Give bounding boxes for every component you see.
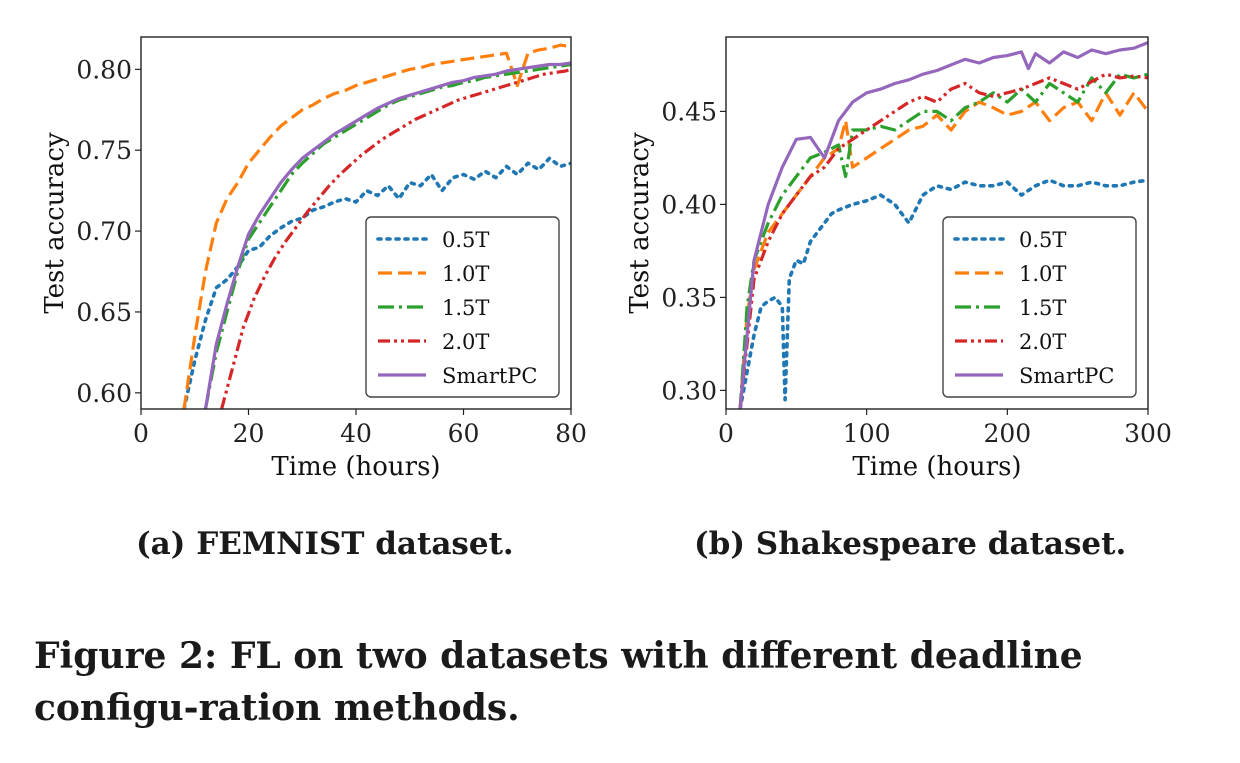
x-axis-label: Time (hours)	[271, 452, 440, 482]
y-axis-label: Test accuracy	[625, 132, 655, 314]
series-line-1-0t	[738, 91, 1148, 409]
legend: 0.5T 1.0T 1.5T 2.0T SmartPC	[942, 216, 1137, 398]
legend-label: SmartPC	[442, 364, 538, 388]
series-line-0-5t	[182, 156, 571, 409]
y-tick-label: 0.65	[76, 298, 132, 327]
y-tick-label: 0.30	[661, 376, 717, 405]
series-line-smartpc	[738, 41, 1148, 409]
shakespeare-subcaption: (b) Shakespeare dataset.	[694, 526, 1127, 562]
legend-label: 0.5T	[442, 228, 489, 252]
legend-label: SmartPC	[1019, 364, 1115, 388]
x-tick-label: 0	[133, 419, 149, 448]
femnist-chart: 0 20 40 60 80 0.60 0.65 0.70 0.75 0.80 Time (hours…	[40, 36, 587, 482]
y-tick-label: 0.80	[76, 55, 132, 84]
y-tick-label: 0.35	[661, 283, 717, 312]
y-tick-label: 0.75	[76, 136, 132, 165]
legend-label: 1.5T	[442, 296, 489, 320]
legend-box	[365, 216, 560, 398]
x-tick-label: 40	[340, 419, 372, 448]
shakespeare-chart: 0 100 200 300 0.30 0.35 0.40 0.45 Time (hours) Te…	[625, 36, 1172, 482]
x-tick-label: 100	[843, 419, 891, 448]
series-line-1-5t	[738, 72, 1148, 409]
y-tick-label: 0.70	[76, 217, 132, 246]
legend: 0.5T 1.0T 1.5T 2.0T SmartPC	[365, 216, 560, 398]
x-axis-label: Time (hours)	[852, 452, 1021, 482]
legend-label: 1.5T	[1019, 296, 1066, 320]
x-tick-label: 80	[555, 419, 587, 448]
legend-label: 2.0T	[1019, 330, 1066, 354]
y-tick-label: 0.45	[661, 97, 717, 126]
legend-label: 2.0T	[442, 330, 489, 354]
x-tick-label: 0	[718, 419, 734, 448]
series-line-2-0t	[220, 67, 571, 409]
series-line-0-5t	[738, 178, 1148, 409]
x-tick-label: 200	[983, 419, 1031, 448]
legend-label: 1.0T	[1019, 262, 1066, 286]
femnist-subcaption: (a) FEMNIST dataset.	[136, 526, 514, 562]
x-tick-label: 60	[448, 419, 480, 448]
x-tick-label: 20	[233, 419, 265, 448]
legend-label: 1.0T	[442, 262, 489, 286]
legend-box	[942, 216, 1137, 398]
figure-caption: Figure 2: FL on two datasets with differ…	[34, 635, 1083, 729]
series-line-smartpc	[203, 61, 571, 409]
y-tick-label: 0.40	[661, 190, 717, 219]
legend-label: 0.5T	[1019, 228, 1066, 252]
y-axis-label: Test accuracy	[40, 132, 70, 314]
axes-frame	[725, 36, 1149, 410]
plot-area	[182, 43, 571, 409]
series-line-1-0t	[182, 43, 571, 409]
x-tick-label: 300	[1124, 419, 1172, 448]
series-line-2-0t	[738, 72, 1148, 409]
series-line-1-5t	[203, 62, 571, 409]
y-tick-label: 0.60	[76, 379, 132, 408]
plot-area	[738, 41, 1148, 409]
